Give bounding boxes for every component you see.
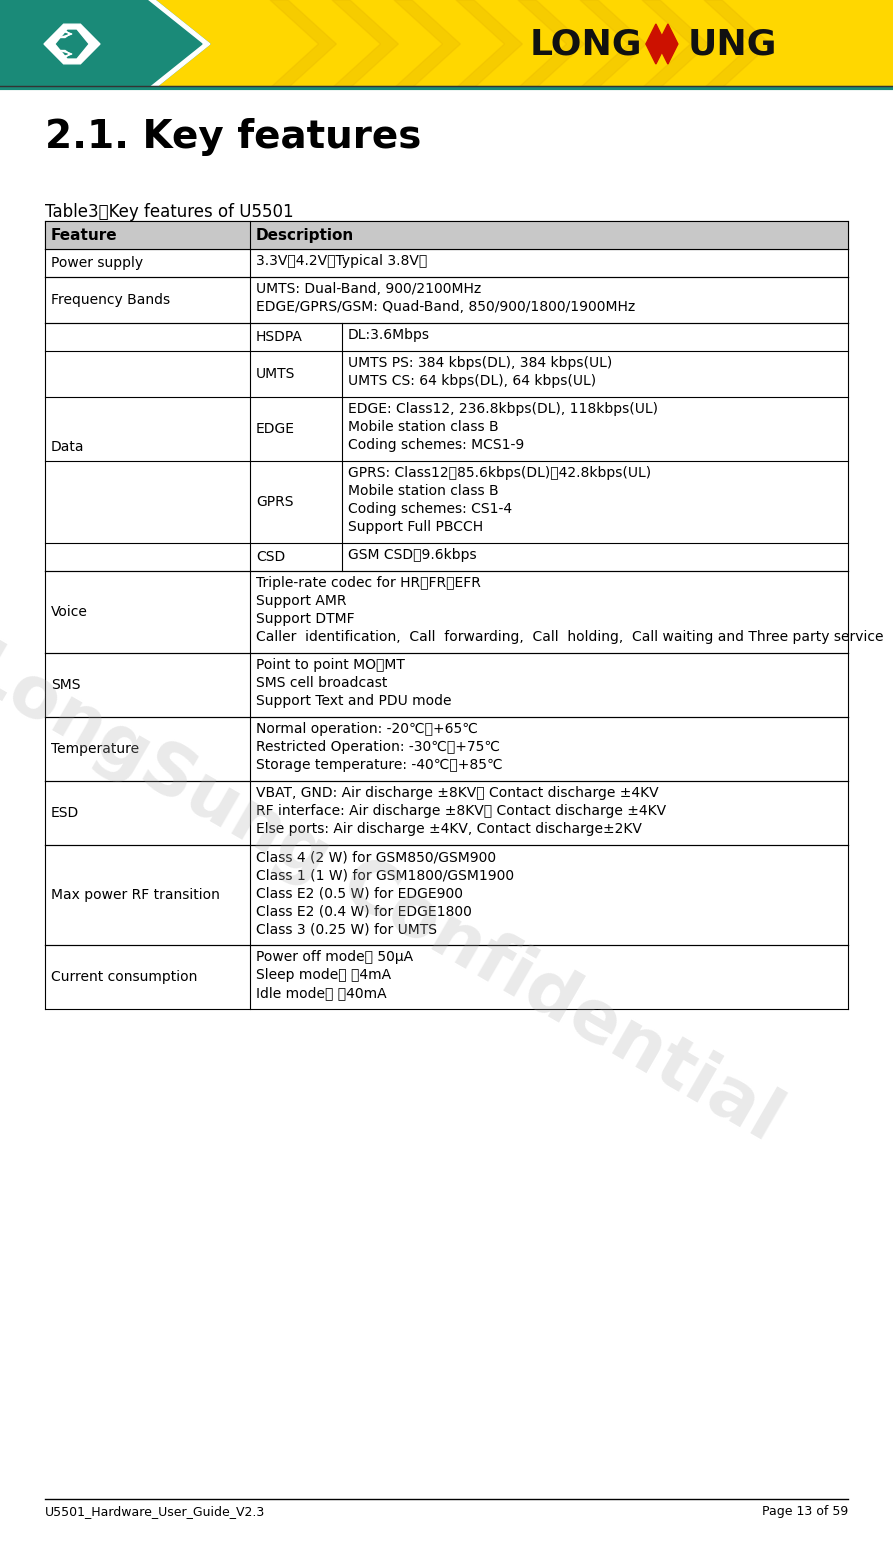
Text: Else ports: Air discharge ±4KV, Contact discharge±2KV: Else ports: Air discharge ±4KV, Contact … — [255, 821, 642, 837]
Bar — [45, 220, 848, 250]
Bar — [45, 324, 848, 572]
Polygon shape — [642, 0, 708, 88]
Polygon shape — [704, 0, 771, 88]
Text: Storage temperature: -40℃～+85℃: Storage temperature: -40℃～+85℃ — [255, 758, 503, 772]
Polygon shape — [658, 25, 678, 65]
Text: Feature: Feature — [51, 228, 118, 242]
Text: 3.3V～4.2V（Typical 3.8V）: 3.3V～4.2V（Typical 3.8V） — [255, 254, 427, 268]
Text: LONG: LONG — [530, 28, 642, 62]
Polygon shape — [394, 0, 461, 88]
Text: UMTS: Dual-Band, 900/2100MHz: UMTS: Dual-Band, 900/2100MHz — [255, 282, 481, 296]
Polygon shape — [60, 51, 72, 57]
Text: Sleep mode： ＜4mA: Sleep mode： ＜4mA — [255, 968, 391, 982]
Text: 2.1. Key features: 2.1. Key features — [45, 119, 421, 156]
Bar — [45, 250, 848, 277]
Text: Power off mode： 50μA: Power off mode： 50μA — [255, 949, 413, 965]
Text: CSD: CSD — [255, 550, 285, 564]
Text: Normal operation: -20℃～+65℃: Normal operation: -20℃～+65℃ — [255, 723, 478, 737]
Polygon shape — [147, 0, 210, 88]
Text: Caller  identification,  Call  forwarding,  Call  holding,  Call waiting and Thr: Caller identification, Call forwarding, … — [255, 630, 883, 644]
Bar — [0, 0, 893, 88]
Text: GSM CSD：9.6kbps: GSM CSD：9.6kbps — [348, 549, 477, 562]
Text: UMTS: UMTS — [255, 367, 296, 381]
Text: Mobile station class B: Mobile station class B — [348, 484, 498, 498]
Text: Idle mode： ＜40mA: Idle mode： ＜40mA — [255, 986, 387, 1000]
Text: ESD: ESD — [51, 806, 79, 820]
Text: UMTS CS: 64 kbps(DL), 64 kbps(UL): UMTS CS: 64 kbps(DL), 64 kbps(UL) — [348, 374, 597, 388]
Text: Current consumption: Current consumption — [51, 969, 197, 985]
Text: SMS cell broadcast: SMS cell broadcast — [255, 676, 388, 690]
Text: GPRS: GPRS — [255, 495, 293, 509]
Bar — [45, 717, 848, 781]
Text: Description: Description — [255, 228, 354, 242]
Text: Mobile station class B: Mobile station class B — [348, 421, 498, 435]
Polygon shape — [270, 0, 337, 88]
Bar — [45, 572, 848, 653]
Text: Class 3 (0.25 W) for UMTS: Class 3 (0.25 W) for UMTS — [255, 922, 437, 935]
Polygon shape — [518, 0, 584, 88]
Bar — [45, 653, 848, 717]
Text: Support Full PBCCH: Support Full PBCCH — [348, 519, 483, 535]
Text: Support AMR: Support AMR — [255, 593, 346, 609]
Text: LongSung Confidential: LongSung Confidential — [0, 632, 794, 1156]
Text: UNG: UNG — [688, 28, 777, 62]
Polygon shape — [139, 0, 202, 88]
Polygon shape — [646, 25, 666, 65]
Polygon shape — [456, 0, 522, 88]
Text: Class 1 (1 W) for GSM1800/GSM1900: Class 1 (1 W) for GSM1800/GSM1900 — [255, 868, 513, 881]
Text: DL:3.6Mbps: DL:3.6Mbps — [348, 328, 430, 342]
Text: Triple-rate codec for HR、FR、EFR: Triple-rate codec for HR、FR、EFR — [255, 576, 480, 590]
Text: Max power RF transition: Max power RF transition — [51, 888, 220, 901]
Text: HSDPA: HSDPA — [255, 330, 303, 344]
Bar — [45, 945, 848, 1009]
Text: Page 13 of 59: Page 13 of 59 — [762, 1506, 848, 1518]
Text: VBAT, GND: Air discharge ±8KV， Contact discharge ±4KV: VBAT, GND: Air discharge ±8KV， Contact d… — [255, 786, 658, 800]
Text: EDGE/GPRS/GSM: Quad-Band, 850/900/1800/1900MHz: EDGE/GPRS/GSM: Quad-Band, 850/900/1800/1… — [255, 300, 635, 314]
Text: Coding schemes: MCS1-9: Coding schemes: MCS1-9 — [348, 438, 524, 452]
Text: Power supply: Power supply — [51, 256, 143, 270]
Text: Support DTMF: Support DTMF — [255, 612, 355, 626]
Polygon shape — [44, 25, 100, 63]
Text: RF interface: Air discharge ±8KV， Contact discharge ±4KV: RF interface: Air discharge ±8KV， Contac… — [255, 804, 666, 818]
Bar — [45, 277, 848, 324]
Text: SMS: SMS — [51, 678, 80, 692]
Text: UMTS PS: 384 kbps(DL), 384 kbps(UL): UMTS PS: 384 kbps(DL), 384 kbps(UL) — [348, 356, 613, 370]
Text: Voice: Voice — [51, 606, 88, 619]
Polygon shape — [0, 0, 210, 88]
Polygon shape — [60, 31, 72, 37]
Text: EDGE: Class12, 236.8kbps(DL), 118kbps(UL): EDGE: Class12, 236.8kbps(DL), 118kbps(UL… — [348, 402, 658, 416]
Text: Coding schemes: CS1-4: Coding schemes: CS1-4 — [348, 502, 513, 516]
Text: GPRS: Class12，85.6kbps(DL)，42.8kbps(UL): GPRS: Class12，85.6kbps(DL)，42.8kbps(UL) — [348, 465, 651, 479]
Polygon shape — [580, 0, 647, 88]
Text: Table3：Key features of U5501: Table3：Key features of U5501 — [45, 203, 294, 220]
Text: Restricted Operation: -30℃～+75℃: Restricted Operation: -30℃～+75℃ — [255, 740, 500, 754]
Text: Data: Data — [51, 441, 85, 455]
Polygon shape — [56, 31, 88, 57]
Text: Point to point MO、MT: Point to point MO、MT — [255, 658, 405, 672]
Text: Class 4 (2 W) for GSM850/GSM900: Class 4 (2 W) for GSM850/GSM900 — [255, 851, 496, 865]
Text: EDGE: EDGE — [255, 422, 295, 436]
Text: U5501_Hardware_User_Guide_V2.3: U5501_Hardware_User_Guide_V2.3 — [45, 1506, 265, 1518]
Bar — [45, 781, 848, 844]
Text: Temperature: Temperature — [51, 743, 139, 757]
Text: Frequency Bands: Frequency Bands — [51, 293, 171, 307]
Polygon shape — [332, 0, 398, 88]
Text: Class E2 (0.4 W) for EDGE1800: Class E2 (0.4 W) for EDGE1800 — [255, 905, 472, 918]
Text: Class E2 (0.5 W) for EDGE900: Class E2 (0.5 W) for EDGE900 — [255, 886, 463, 900]
Bar — [45, 844, 848, 945]
Text: Support Text and PDU mode: Support Text and PDU mode — [255, 693, 451, 707]
